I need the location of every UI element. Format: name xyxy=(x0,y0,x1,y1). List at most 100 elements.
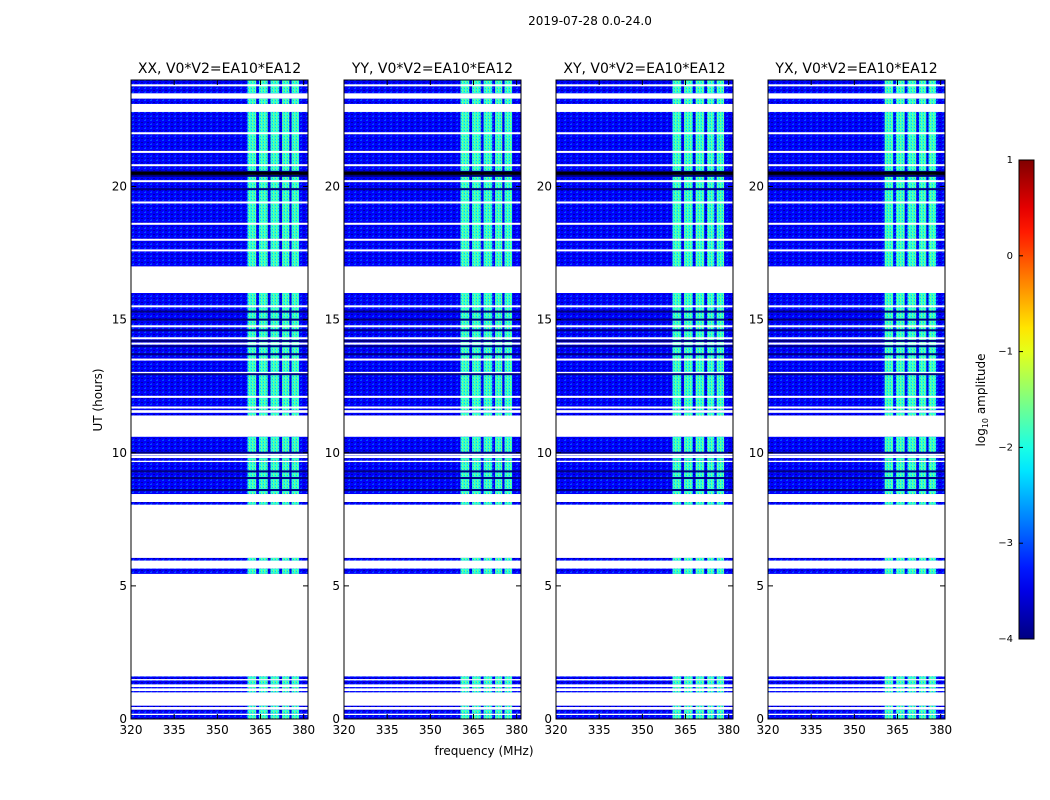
rfi-band xyxy=(928,412,937,416)
rfi-band xyxy=(460,687,470,689)
black-row xyxy=(131,171,308,175)
data-segment xyxy=(768,412,945,416)
rfi-band xyxy=(495,691,503,693)
blank-row xyxy=(768,249,945,252)
rfi-band xyxy=(716,715,725,719)
rfi-band xyxy=(291,458,300,461)
rfi-band xyxy=(896,568,905,574)
rfi-band xyxy=(495,687,503,689)
rfi-band xyxy=(672,680,682,685)
dark-row xyxy=(344,310,521,313)
rfi-band xyxy=(907,436,917,456)
data-segment xyxy=(556,705,733,708)
rfi-band xyxy=(504,568,513,574)
rfi-band xyxy=(282,98,290,104)
data-segment xyxy=(556,687,733,689)
dark-row xyxy=(556,470,733,473)
blank-row xyxy=(768,238,945,241)
rfi-band xyxy=(919,687,927,689)
x-tick-label: 320 xyxy=(757,723,780,737)
blank-row xyxy=(131,406,308,409)
rfi-band xyxy=(695,557,705,561)
rfi-band xyxy=(460,676,470,680)
rfi-band xyxy=(684,412,693,416)
data-segment xyxy=(556,691,733,693)
panel-title: YX, V0*V2=EA10*EA12 xyxy=(774,61,937,77)
colorbar-tick-label: 0 xyxy=(1007,251,1013,262)
x-tick-label: 365 xyxy=(249,723,272,737)
rfi-band xyxy=(896,676,905,680)
rfi-band xyxy=(896,705,905,708)
blank-row xyxy=(344,201,521,204)
rfi-band xyxy=(928,691,937,693)
dark-row xyxy=(556,188,733,191)
rfi-band xyxy=(259,680,268,685)
rfi-band xyxy=(707,98,715,104)
rfi-band xyxy=(291,709,300,714)
y-tick-label: 5 xyxy=(544,579,552,593)
rfi-band xyxy=(270,568,280,574)
blank-row xyxy=(131,222,308,225)
rfi-band xyxy=(483,412,493,416)
data-segment xyxy=(768,458,945,461)
rfi-band xyxy=(672,98,682,104)
rfi-band xyxy=(896,557,905,561)
data-segment xyxy=(344,676,521,680)
rfi-band xyxy=(672,436,682,456)
rfi-band xyxy=(684,691,693,693)
rfi-band xyxy=(282,557,290,561)
rfi-band xyxy=(282,709,290,714)
rfi-band xyxy=(716,502,725,505)
data-segment xyxy=(131,691,308,693)
rfi-band xyxy=(907,705,917,708)
rfi-band xyxy=(919,715,927,719)
rfi-band xyxy=(291,436,300,456)
rfi-band xyxy=(684,98,693,104)
dark-row xyxy=(768,174,945,177)
blank-row xyxy=(556,406,733,409)
rfi-band xyxy=(460,293,470,411)
rfi-band xyxy=(684,568,693,574)
rfi-band xyxy=(884,709,894,714)
rfi-band xyxy=(907,568,917,574)
rfi-band xyxy=(928,98,937,104)
rfi-band xyxy=(928,676,937,680)
rfi-band xyxy=(472,680,481,685)
rfi-band xyxy=(259,557,268,561)
y-tick-label: 0 xyxy=(544,712,552,726)
rfi-band xyxy=(291,502,300,505)
rfi-band xyxy=(270,687,280,689)
rfi-band xyxy=(504,676,513,680)
dark-row xyxy=(768,451,945,454)
y-tick-label: 20 xyxy=(749,180,764,194)
data-segment xyxy=(556,568,733,574)
blank-row xyxy=(344,616,521,619)
blank-row xyxy=(556,358,733,361)
blank-row xyxy=(131,616,308,619)
x-tick-label: 380 xyxy=(717,723,740,737)
rfi-band xyxy=(472,293,481,411)
blank-row xyxy=(768,222,945,225)
rfi-band xyxy=(282,412,290,416)
rfi-band xyxy=(282,705,290,708)
rfi-band xyxy=(291,80,300,94)
rfi-band xyxy=(695,568,705,574)
rfi-band xyxy=(282,502,290,505)
blank-row xyxy=(131,358,308,361)
blank-row xyxy=(131,180,308,183)
rfi-band xyxy=(460,436,470,456)
rfi-band xyxy=(291,98,300,104)
rfi-band xyxy=(919,412,927,416)
dark-row xyxy=(768,373,945,376)
data-segment xyxy=(556,715,733,719)
rfi-band xyxy=(716,80,725,94)
rfi-band xyxy=(270,293,280,411)
rfi-band xyxy=(672,80,682,94)
rfi-band xyxy=(495,293,503,411)
blank-row xyxy=(556,249,733,252)
rfi-band xyxy=(707,293,715,411)
rfi-band xyxy=(907,687,917,689)
rfi-band xyxy=(695,80,705,94)
rfi-band xyxy=(460,458,470,461)
panel-1: XX, V0*V2=EA10*EA12 320 335 350 365 380 0 5 10 15… xyxy=(112,61,315,737)
